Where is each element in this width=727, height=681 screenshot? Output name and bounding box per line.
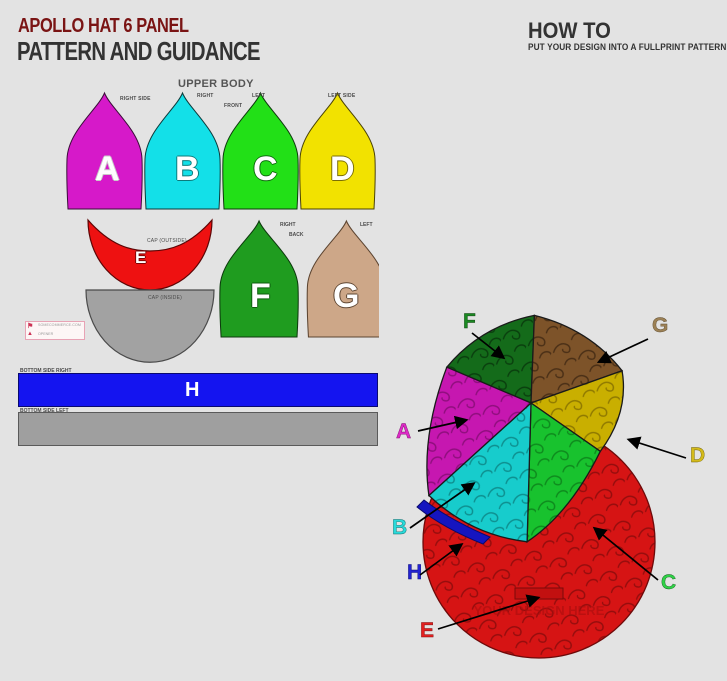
svg-text:B: B bbox=[392, 516, 407, 539]
svg-text:E: E bbox=[420, 619, 434, 642]
svg-text:G: G bbox=[652, 314, 668, 337]
svg-text:D: D bbox=[690, 444, 705, 467]
svg-text:YOUR DESIGN HERE: YOUR DESIGN HERE bbox=[474, 603, 605, 618]
svg-text:C: C bbox=[661, 571, 676, 594]
svg-text:F: F bbox=[463, 310, 476, 333]
svg-text:A: A bbox=[396, 420, 411, 443]
svg-text:H: H bbox=[407, 561, 422, 584]
